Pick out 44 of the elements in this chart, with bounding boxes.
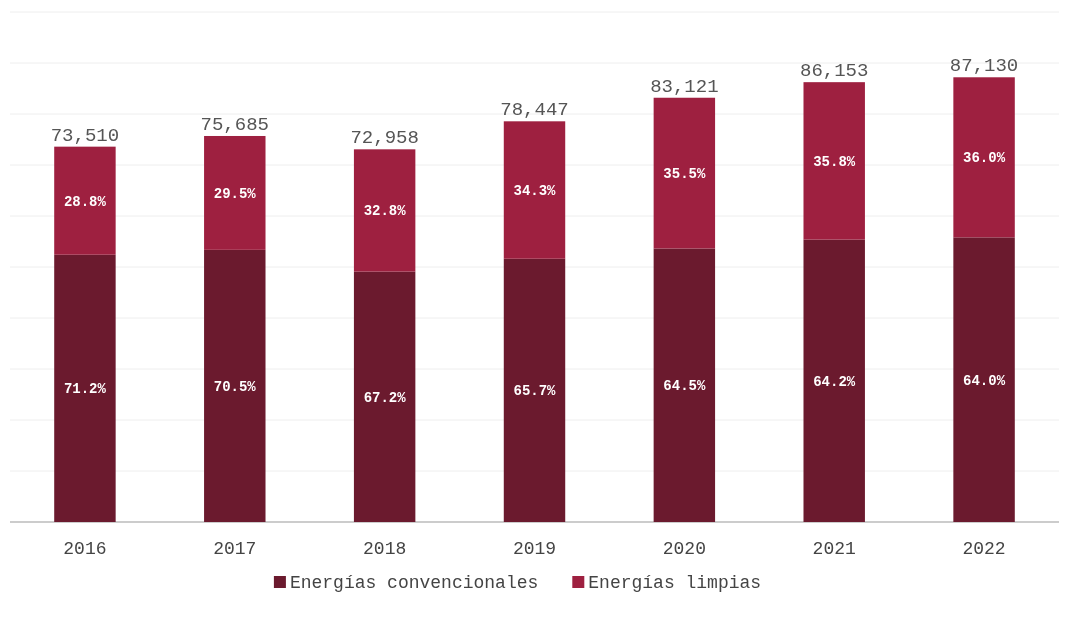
bar — [204, 249, 266, 522]
annotation: 65.7% — [513, 383, 557, 400]
annotation: 64.0% — [963, 372, 1006, 389]
annotation: 83,121 — [650, 75, 719, 98]
bar — [803, 239, 865, 522]
annotation: 78,447 — [500, 99, 569, 122]
annotation: 73,510 — [50, 124, 120, 147]
x-tick-label: 2016 — [63, 539, 107, 559]
annotation: 71.2% — [63, 381, 107, 398]
bar — [503, 258, 566, 522]
x-tick-label: 2020 — [662, 539, 706, 559]
annotation: 28.8% — [63, 193, 107, 210]
legend-label: Energías convencionales — [289, 573, 539, 593]
annotation: 86,153 — [800, 60, 869, 83]
bar — [953, 237, 1015, 522]
annotation: 70.5% — [213, 378, 257, 395]
x-tick-label: 2018 — [363, 539, 407, 559]
legend-label: Energías limpias — [588, 573, 762, 593]
annotation: 35.8% — [813, 153, 856, 170]
bar — [353, 271, 416, 522]
bar — [353, 149, 416, 272]
x-tick-label: 2022 — [962, 539, 1006, 559]
bar — [54, 254, 116, 522]
bar — [653, 97, 716, 249]
bar — [953, 77, 1015, 238]
annotation: 64.2% — [813, 373, 856, 390]
bar — [204, 135, 266, 250]
x-tick-label: 2017 — [213, 539, 257, 559]
x-tick-label: 2019 — [512, 539, 557, 559]
annotation: 67.2% — [363, 389, 407, 406]
bar — [503, 121, 566, 259]
annotation: 35.5% — [663, 166, 706, 183]
annotation: 75,685 — [200, 113, 269, 136]
annotation: 34.3% — [513, 182, 557, 199]
bar — [803, 82, 865, 240]
annotation: 32.8% — [363, 203, 407, 220]
x-tick-label: 2021 — [812, 539, 856, 559]
annotation: 87,130 — [949, 55, 1019, 78]
annotation: 29.5% — [213, 185, 257, 202]
bar — [54, 146, 116, 255]
bar — [653, 248, 716, 522]
annotation: 64.5% — [663, 378, 706, 395]
annotation: 36.0% — [963, 150, 1006, 167]
annotation: 72,958 — [350, 127, 419, 150]
